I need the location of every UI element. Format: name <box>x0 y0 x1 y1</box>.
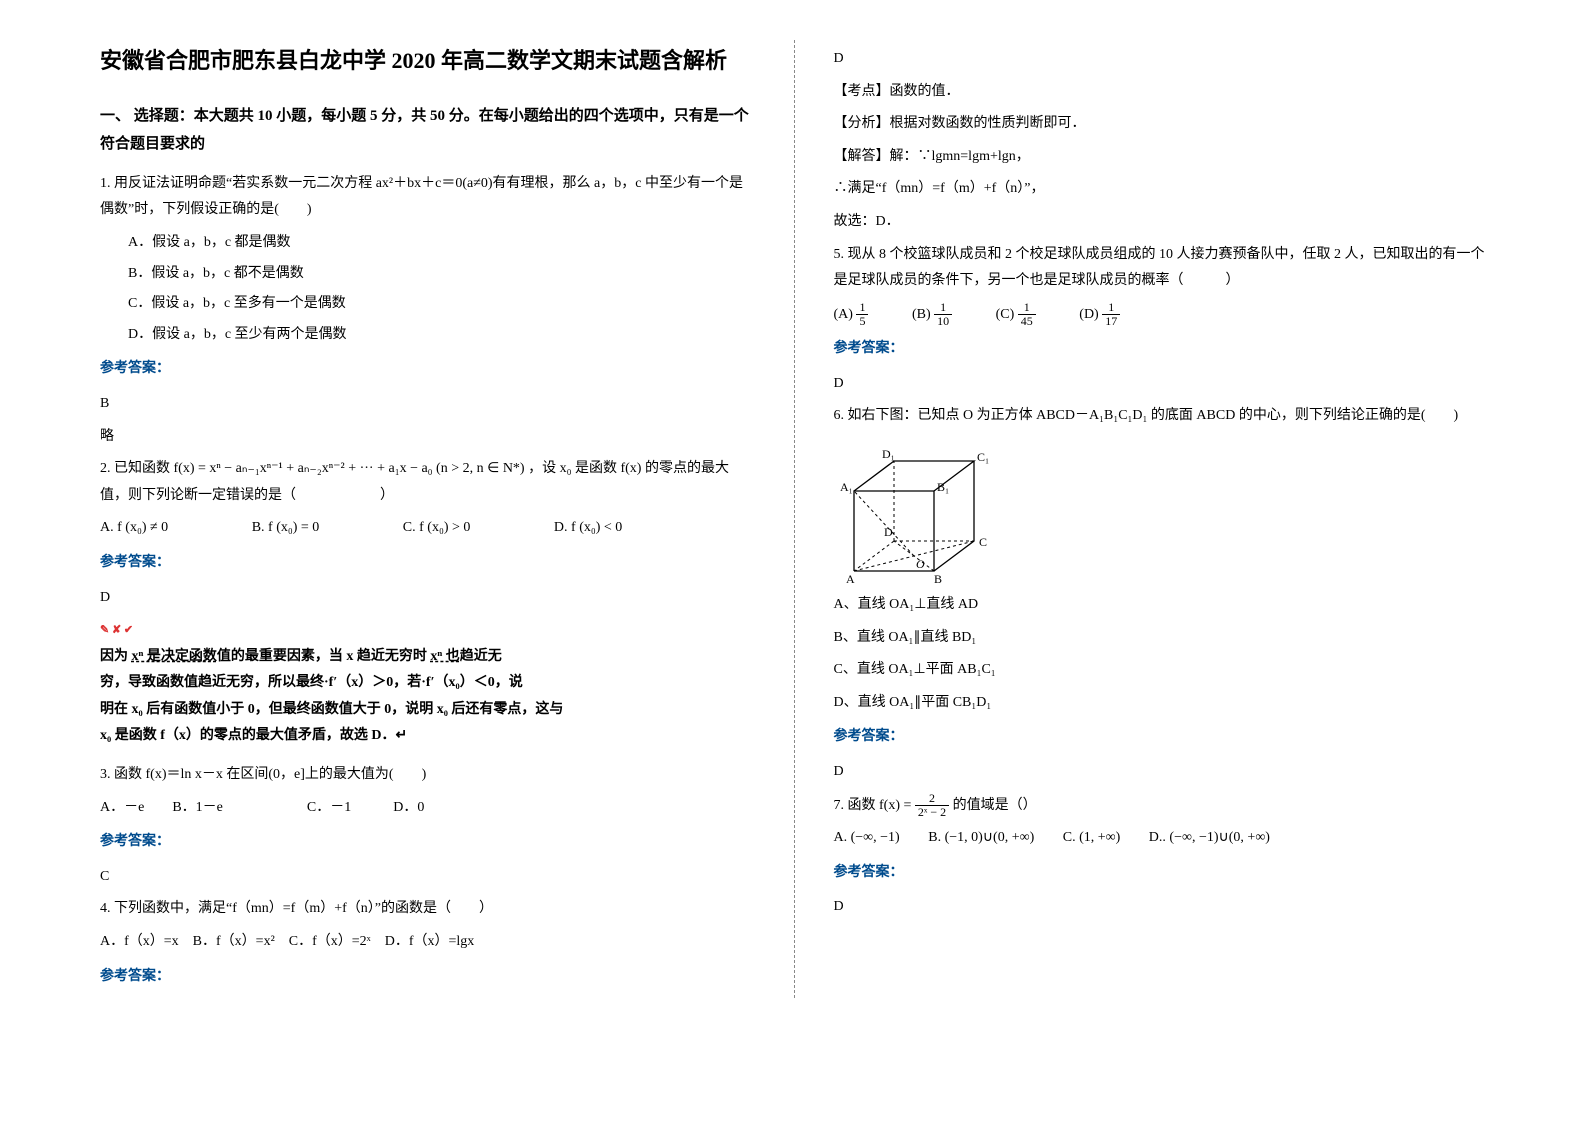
section-1-heading: 一、 选择题：本大题共 10 小题，每小题 5 分，共 50 分。在每小题给出的… <box>100 102 754 159</box>
q4-options: A．f（x）=x B．f（x）=x² C．f（x）=2ˣ D．f（x）=lgx <box>100 929 754 956</box>
q1-answer-label: 参考答案： <box>100 356 754 383</box>
q7-stem-a: 7. 函数 <box>834 798 880 813</box>
q7-answer-label: 参考答案： <box>834 860 1488 887</box>
q5-stem: 5. 现从 8 个校篮球队成员和 2 个校足球队成员组成的 10 人接力赛预备队… <box>834 242 1488 295</box>
q2-opt-a: A. f (x₀) ≠ 0 <box>100 515 208 542</box>
lbl-C1: C₁ <box>977 450 989 464</box>
q7-stem-b: 的值域是（） <box>953 798 1037 813</box>
q1-opt-a: A．假设 a，b，c 都是偶数 <box>128 230 754 257</box>
q5-options: (A) 15 (B) 110 (C) 145 (D) 117 <box>834 301 1488 329</box>
q2-stem: 2. 已知函数 f(x) = xⁿ − aₙ₋₁xⁿ⁻¹ + aₙ₋₂xⁿ⁻² … <box>100 456 754 509</box>
q2-opt-d: D. f (x₀) < 0 <box>554 515 662 542</box>
q2-opt-b: B. f (x₀) = 0 <box>252 515 360 542</box>
q6-opt-c: C、直线 OA₁⊥平面 AB₁C₁ <box>834 657 1488 684</box>
page-title: 安徽省合肥市肥东县白龙中学 2020 年高二数学文期末试题含解析 <box>100 40 754 82</box>
lbl-B1: B₁ <box>937 480 949 494</box>
q3-options: A．－e B．1－e C．－1 D．0 <box>100 795 754 822</box>
lbl-C: C <box>979 535 987 549</box>
q2-opt-c: C. f (x₀) > 0 <box>403 515 511 542</box>
q1-stem: 1. 用反证法证明命题“若实系数一元二次方程 ax²＋bx＋c＝0(a≠0)有有… <box>100 171 754 224</box>
q4-jd-c: 故选：D． <box>834 209 1488 236</box>
q7-options: A. (−∞, −1) B. (−1, 0)∪(0, +∞) C. (1, +∞… <box>834 825 1488 852</box>
q3-stem: 3. 函数 f(x)＝ln x－x 在区间(0，e]上的最大值为( ) <box>100 762 754 789</box>
q2-stem-a: 2. 已知函数 <box>100 461 174 476</box>
q1-opt-d: D．假设 a，b，c 至少有两个是偶数 <box>128 322 754 349</box>
q6-opt-a: A、直线 OA₁⊥直线 AD <box>834 592 1488 619</box>
q3-answer: C <box>100 864 754 891</box>
lbl-B: B <box>934 572 942 586</box>
q6-answer: D <box>834 759 1488 786</box>
q2-analysis: ✎ ✘ ✔ 因为 xⁿ 是决定函数值的最重要因素，当 x 趋近无穷时 xⁿ 也趋… <box>100 617 754 750</box>
q1-answer: B <box>100 391 754 418</box>
q6-opt-d: D、直线 OA₁∥平面 CB₁D₁ <box>834 690 1488 717</box>
q2-analysis-l1: 因为 xⁿ 是决定函数值的最重要因素，当 x 趋近无穷时 xⁿ 也趋近无 <box>100 649 502 664</box>
q4-answer: D <box>834 46 1488 73</box>
q1-note: 略 <box>100 424 754 451</box>
analysis-marker-icon: ✎ ✘ ✔ <box>100 624 133 636</box>
q2-options: A. f (x₀) ≠ 0 B. f (x₀) = 0 C. f (x₀) > … <box>100 515 754 542</box>
q2-answer-label: 参考答案： <box>100 550 754 577</box>
q7-opt-b: B. (−1, 0)∪(0, +∞) <box>928 825 1034 852</box>
lbl-O: O <box>916 557 925 571</box>
q4-jd-a: 【解答】解：∵lgmn=lgm+lgn， <box>834 144 1488 171</box>
q5-opt-b: (B) 110 <box>912 301 952 329</box>
q7-opt-c: C. (1, +∞) <box>1063 825 1121 852</box>
q4-jd-b: ∴满足“f（mn）=f（m）+f（n）”， <box>834 176 1488 203</box>
q2-formula: f(x) = xⁿ − aₙ₋₁xⁿ⁻¹ + aₙ₋₂xⁿ⁻² + ··· + … <box>174 461 525 476</box>
q2-analysis-l4: x₀ 是函数 f（x）的零点的最大值矛盾，故选 D．↵ <box>100 728 407 743</box>
q1-opt-b: B．假设 a，b，c 都不是偶数 <box>128 261 754 288</box>
q5-opt-d: (D) 117 <box>1079 301 1120 329</box>
q7-stem: 7. 函数 f(x) = 22ˣ − 2 的值域是（） <box>834 792 1488 820</box>
q1-opt-c: C．假设 a，b，c 至多有一个是偶数 <box>128 291 754 318</box>
q6-opt-b: B、直线 OA₁∥直线 BD₁ <box>834 625 1488 652</box>
lbl-A1: A₁ <box>840 480 853 494</box>
q4-fx: 【分析】根据对数函数的性质判断即可． <box>834 111 1488 138</box>
q7-answer: D <box>834 894 1488 921</box>
q1-options: A．假设 a，b，c 都是偶数 B．假设 a，b，c 都不是偶数 C．假设 a，… <box>100 230 754 348</box>
q5-answer: D <box>834 371 1488 398</box>
lbl-D: D <box>884 525 893 539</box>
cube-diagram: A B C D A₁ B₁ C₁ D₁ O <box>834 436 1004 586</box>
q2-analysis-l3: 明在 x₀ 后有函数值小于 0，但最终函数值大于 0，说明 x₀ 后还有零点，这… <box>100 702 563 717</box>
q4-kd: 【考点】函数的值． <box>834 79 1488 106</box>
q7-formula: f(x) = 22ˣ − 2 <box>879 798 953 813</box>
lbl-D1: D₁ <box>882 447 895 461</box>
q6-stem: 6. 如右下图：已知点 O 为正方体 ABCD－A₁B₁C₁D₁ 的底面 ABC… <box>834 403 1488 430</box>
q4-answer-label: 参考答案： <box>100 964 754 991</box>
lbl-A: A <box>846 572 855 586</box>
q3-answer-label: 参考答案： <box>100 829 754 856</box>
q6-answer-label: 参考答案： <box>834 724 1488 751</box>
q7-opt-d: D.. (−∞, −1)∪(0, +∞) <box>1149 825 1270 852</box>
q5-opt-c: (C) 145 <box>996 301 1036 329</box>
q5-opt-a: (A) 15 <box>834 301 869 329</box>
q5-answer-label: 参考答案： <box>834 336 1488 363</box>
q7-opt-a: A. (−∞, −1) <box>834 825 900 852</box>
q4-stem: 4. 下列函数中，满足“f（mn）=f（m）+f（n）”的函数是（ ） <box>100 896 754 923</box>
q2-answer: D <box>100 585 754 612</box>
q2-analysis-l2: 穷，导致函数值趋近无穷，所以最终·f′（x）＞0，若·f′（x₀）＜0，说 <box>100 675 523 690</box>
